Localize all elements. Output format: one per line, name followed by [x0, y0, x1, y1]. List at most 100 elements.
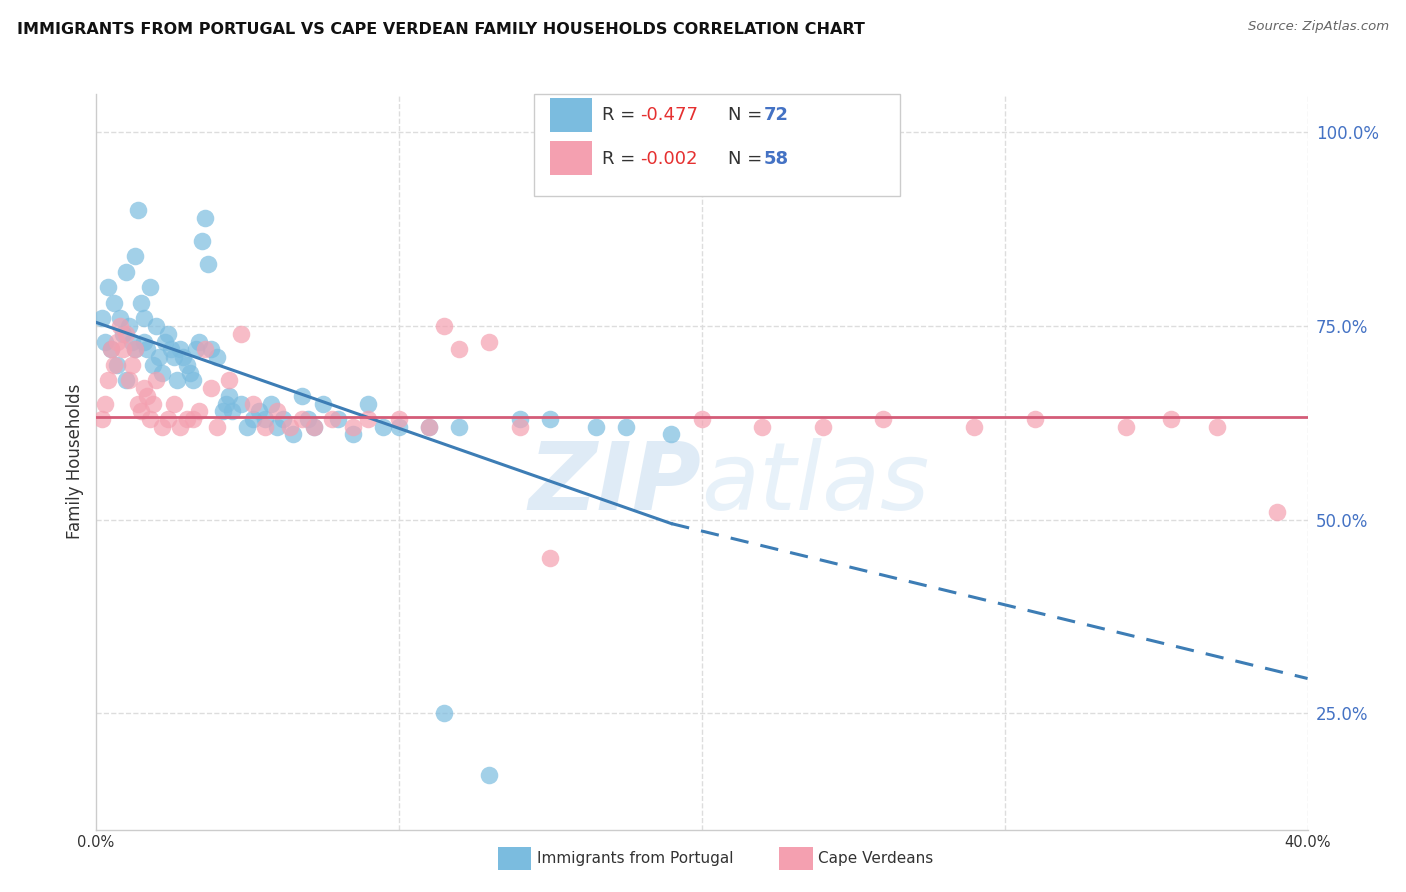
Point	[247, 404, 270, 418]
Point	[197, 257, 219, 271]
Point	[585, 419, 607, 434]
Point	[242, 412, 264, 426]
Text: R =: R =	[602, 150, 641, 168]
Point	[132, 311, 155, 326]
Point	[449, 419, 471, 434]
Point	[266, 419, 288, 434]
Point	[218, 389, 240, 403]
Point	[509, 419, 531, 434]
Point	[124, 343, 146, 357]
Point	[115, 265, 138, 279]
Point	[342, 427, 364, 442]
Point	[260, 396, 283, 410]
Point	[659, 427, 682, 442]
Point	[103, 295, 125, 310]
Point	[176, 358, 198, 372]
Point	[278, 419, 301, 434]
Point	[108, 319, 131, 334]
Point	[291, 389, 314, 403]
Point	[115, 373, 138, 387]
Point	[145, 319, 167, 334]
Point	[1265, 505, 1288, 519]
Point	[194, 211, 217, 225]
Point	[184, 343, 207, 357]
Text: N =: N =	[728, 106, 768, 124]
Point	[100, 343, 122, 357]
Point	[321, 412, 343, 426]
Point	[872, 412, 894, 426]
Point	[357, 412, 380, 426]
Point	[105, 334, 128, 349]
Point	[108, 311, 131, 326]
Point	[90, 412, 112, 426]
Point	[93, 396, 115, 410]
Point	[449, 343, 471, 357]
Point	[157, 412, 180, 426]
Text: -0.002: -0.002	[640, 150, 697, 168]
Point	[163, 396, 186, 410]
Point	[373, 419, 395, 434]
Point	[218, 373, 240, 387]
Text: Source: ZipAtlas.com: Source: ZipAtlas.com	[1249, 20, 1389, 33]
Point	[200, 381, 222, 395]
Point	[585, 179, 607, 194]
Point	[254, 412, 277, 426]
Point	[142, 358, 165, 372]
Point	[312, 396, 335, 410]
Point	[176, 412, 198, 426]
Point	[205, 419, 228, 434]
Point	[357, 396, 380, 410]
Point	[136, 389, 159, 403]
Point	[103, 358, 125, 372]
Point	[93, 334, 115, 349]
Point	[418, 419, 440, 434]
Point	[811, 419, 834, 434]
Point	[388, 412, 411, 426]
Point	[433, 706, 456, 721]
Text: 58: 58	[763, 150, 789, 168]
Point	[121, 334, 143, 349]
Point	[236, 419, 259, 434]
Point	[229, 326, 252, 341]
Point	[1115, 419, 1137, 434]
Point	[150, 366, 173, 380]
Point	[1205, 419, 1227, 434]
Text: N =: N =	[728, 150, 768, 168]
Point	[90, 311, 112, 326]
Point	[205, 350, 228, 364]
Point	[229, 396, 252, 410]
Point	[963, 419, 986, 434]
Point	[169, 343, 191, 357]
Point	[111, 326, 134, 341]
Point	[105, 358, 128, 372]
Point	[187, 334, 209, 349]
Point	[418, 419, 440, 434]
Point	[129, 404, 152, 418]
Point	[166, 373, 188, 387]
Point	[1024, 412, 1046, 426]
Text: Immigrants from Portugal: Immigrants from Portugal	[537, 851, 734, 865]
Point	[297, 412, 319, 426]
Point	[212, 404, 235, 418]
Point	[118, 373, 141, 387]
Point	[433, 319, 456, 334]
Point	[273, 412, 295, 426]
Point	[242, 396, 264, 410]
Point	[342, 419, 364, 434]
Point	[100, 343, 122, 357]
Point	[142, 396, 165, 410]
Point	[155, 334, 177, 349]
Point	[136, 343, 159, 357]
Text: IMMIGRANTS FROM PORTUGAL VS CAPE VERDEAN FAMILY HOUSEHOLDS CORRELATION CHART: IMMIGRANTS FROM PORTUGAL VS CAPE VERDEAN…	[17, 22, 865, 37]
Y-axis label: Family Households: Family Households	[66, 384, 84, 540]
Point	[124, 343, 146, 357]
Point	[139, 280, 162, 294]
Point	[127, 396, 149, 410]
Point	[291, 412, 314, 426]
Point	[129, 295, 152, 310]
Text: 40.0%: 40.0%	[1284, 836, 1331, 850]
Point	[172, 350, 194, 364]
Point	[148, 350, 170, 364]
Text: 0.0%: 0.0%	[77, 836, 114, 850]
Point	[194, 343, 217, 357]
